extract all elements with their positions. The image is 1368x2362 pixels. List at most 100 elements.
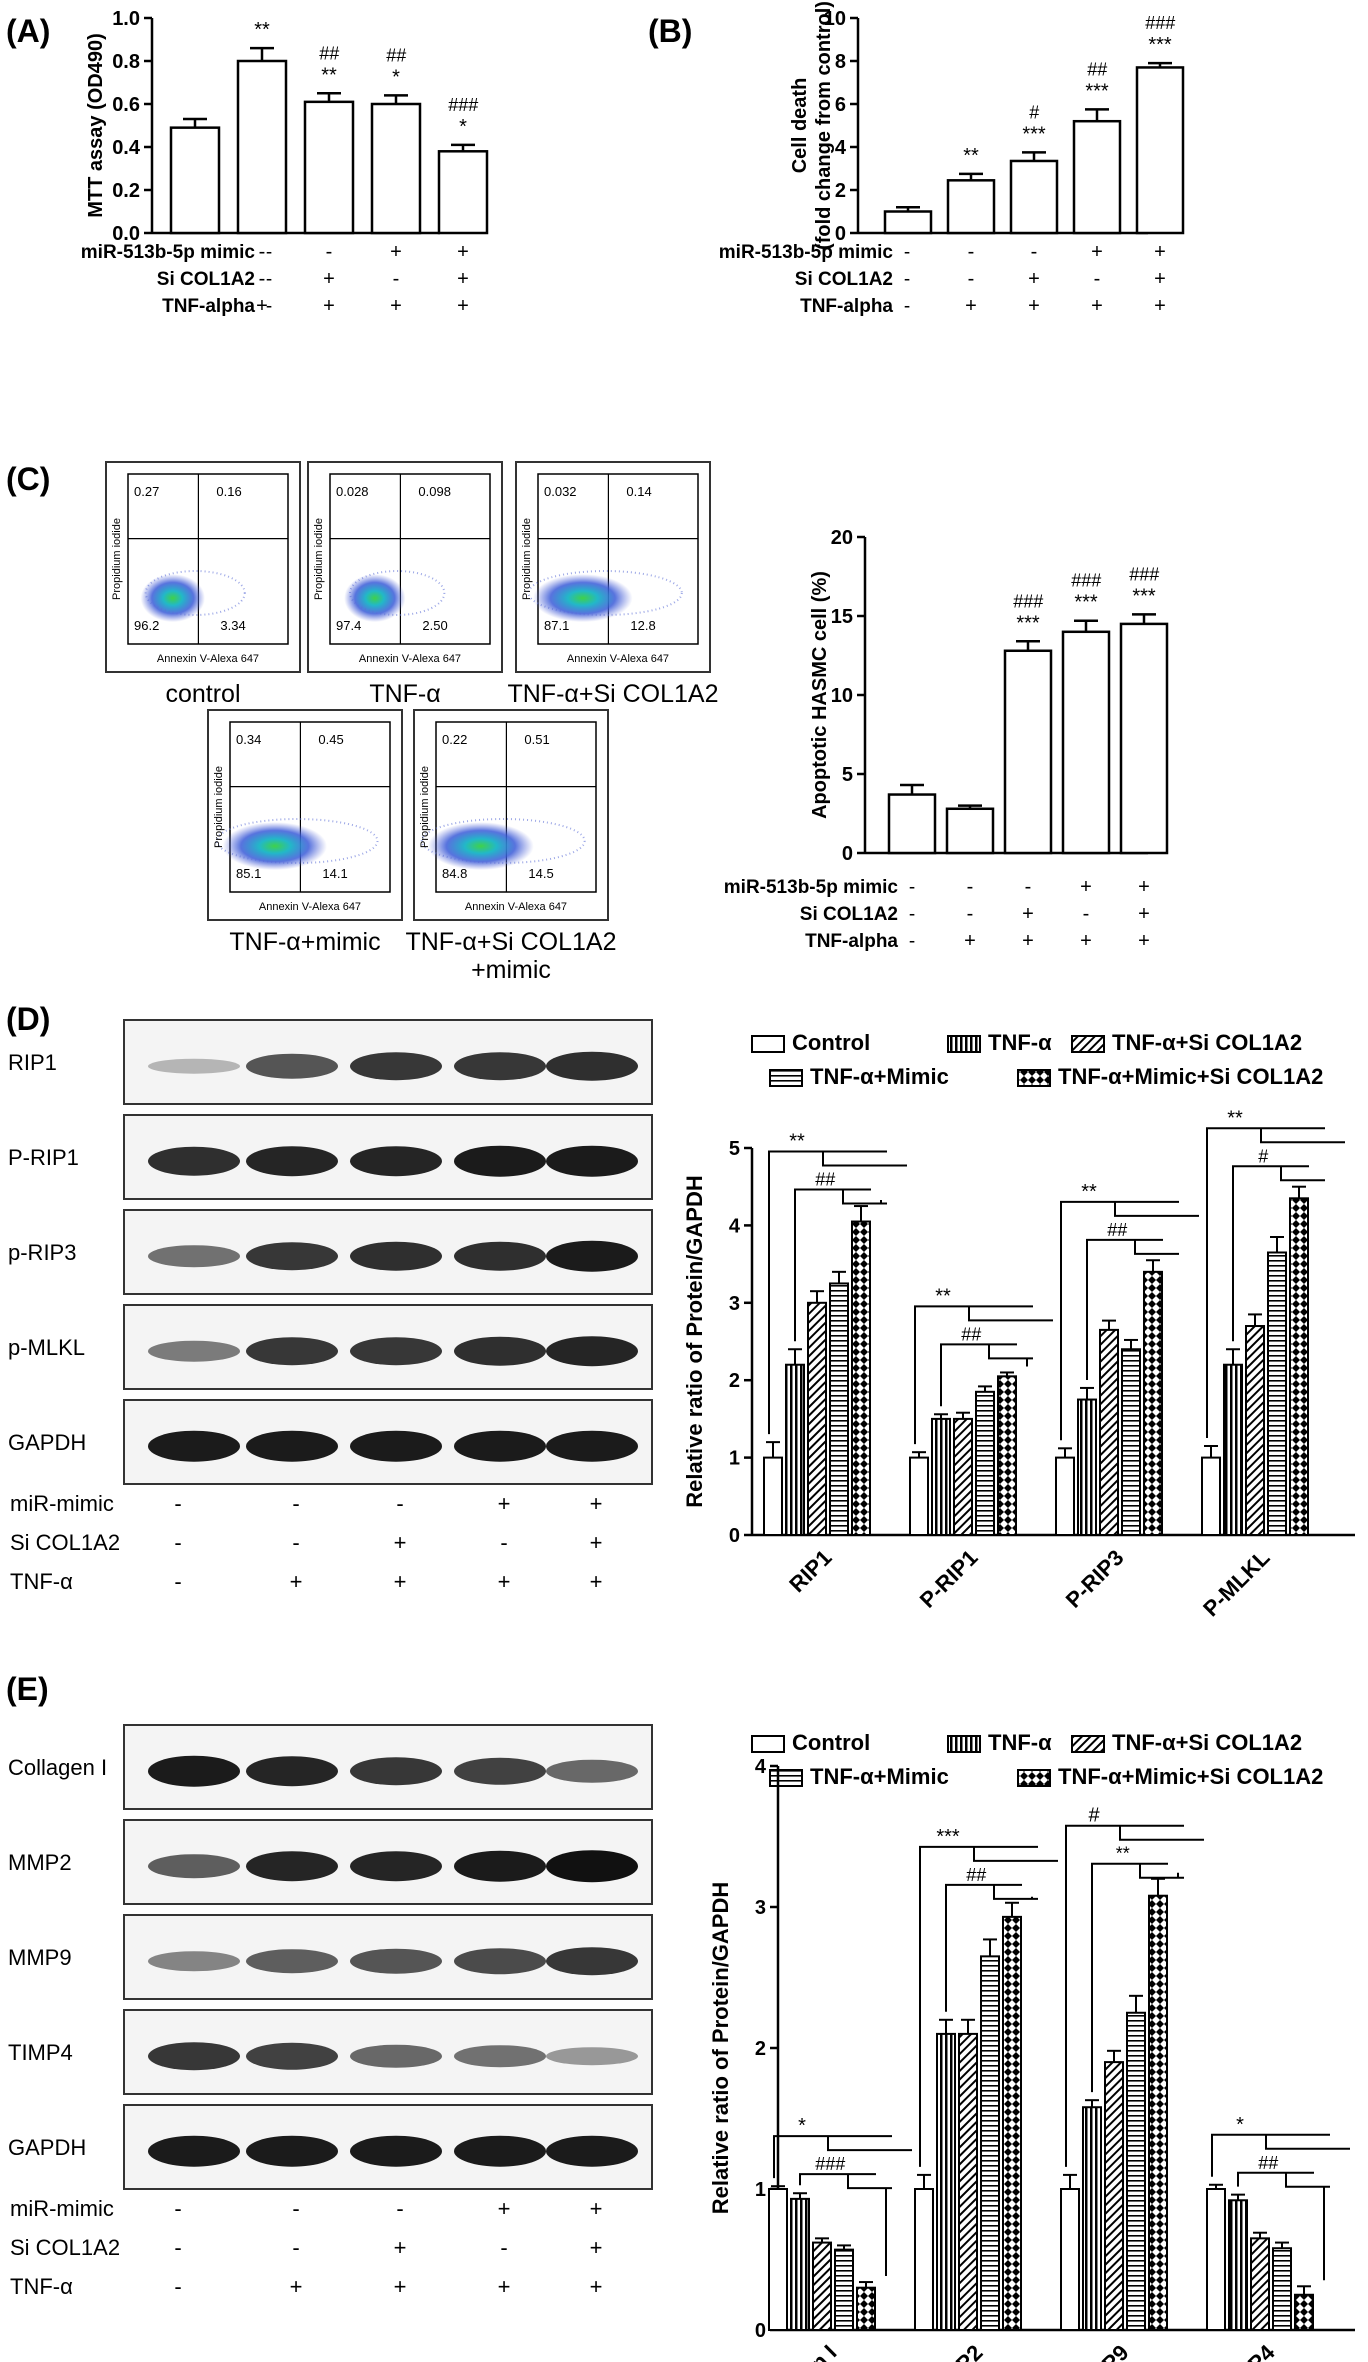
blot-band	[246, 1851, 338, 1882]
bar	[763, 1456, 783, 1536]
flow-cytometry-plots: 0.27 0.16 96.2 3.34 Annexin V-Alexa 647 Propi…	[105, 461, 719, 984]
bar	[807, 1301, 827, 1537]
panel-label-c: (C)	[6, 461, 50, 497]
legend-swatch	[769, 1069, 803, 1087]
quadrant-ur: 0.45	[318, 732, 343, 747]
blot-band	[350, 1948, 442, 1974]
quadrant-lr: 2.50	[422, 618, 447, 633]
y-axis-label: Cell death	[789, 78, 811, 174]
blot-band	[350, 1146, 442, 1177]
treatment-sign: +	[1091, 295, 1103, 317]
treatment-row-label: miR-mimic	[10, 2196, 114, 2221]
blot-band	[454, 1145, 546, 1177]
legend-label: TNF-α+Mimic	[810, 1064, 949, 1089]
bar	[1267, 1251, 1287, 1536]
significance-star: **	[963, 145, 979, 167]
bar	[980, 1955, 1000, 2331]
quadrant-ur: 0.14	[626, 484, 651, 499]
treatment-row-label: miR-513b-5p mimic	[724, 877, 899, 898]
y-tick-label: 0.2	[112, 180, 140, 202]
significance-star: #	[1088, 1805, 1100, 1827]
bar	[887, 793, 937, 855]
significance-star: **	[1081, 1181, 1097, 1203]
flow-axis-y: Propidium iodide	[521, 518, 533, 600]
panel-label-d: (D)	[6, 1001, 50, 1037]
significance-star: *	[392, 66, 400, 88]
treatment-sign: +	[965, 295, 977, 317]
legend-swatch	[1017, 1069, 1051, 1087]
blot-band	[148, 1951, 240, 1972]
blot-band	[546, 1051, 638, 1081]
y-tick-label: 0	[835, 223, 846, 245]
treatment-sign: -	[292, 1491, 299, 1516]
significance-bracket-upper	[773, 2135, 912, 2179]
quadrant-lr: 14.1	[322, 866, 347, 881]
significance-bracket-upper	[1206, 1127, 1345, 1438]
blot-band	[148, 1058, 240, 1074]
event-cloud-halo	[420, 818, 586, 864]
y-tick-label: 0	[842, 843, 853, 865]
blot-band	[148, 1245, 240, 1268]
flow-axis-y: Propidium iodide	[213, 766, 225, 848]
treatment-sign: -	[396, 1491, 403, 1516]
treatment-row-label: Si COL1A2	[10, 2235, 120, 2260]
bar	[1003, 649, 1053, 855]
significance-star: **	[254, 19, 270, 41]
treatment-sign: +	[590, 2235, 603, 2260]
flow-axis-x: Annexin V-Alexa 647	[259, 901, 361, 913]
quadrant-ur: 0.098	[418, 484, 451, 499]
blot-band	[148, 2042, 240, 2071]
blot-band	[546, 1430, 638, 1462]
significance-hash: ###	[1145, 13, 1176, 33]
significance-hash: #	[1029, 102, 1040, 122]
legend-label: Control	[792, 1030, 870, 1055]
y-tick-label: 0	[729, 1525, 740, 1547]
blot-band	[454, 1241, 546, 1271]
y-tick-label: 4	[835, 137, 847, 159]
bar	[1148, 1894, 1168, 2331]
significance-bracket-upper	[914, 1305, 1053, 1445]
treatment-sign: +	[1138, 903, 1150, 925]
bar	[236, 59, 288, 235]
treatment-sign: +	[590, 1569, 603, 1594]
significance-hash: ##	[319, 43, 340, 63]
legend-label: TNF-α+Mimic	[810, 1764, 949, 1789]
y-tick-label: 0	[755, 2320, 766, 2342]
flow-caption: control	[165, 680, 240, 708]
treatment-sign: -	[259, 268, 266, 290]
significance-bracket-lower	[1237, 2171, 1330, 2281]
y-tick-label: 0.0	[112, 223, 140, 245]
quadrant-ur: 0.51	[524, 732, 549, 747]
flow-caption: +mimic	[471, 956, 551, 984]
quadrant-ll: 84.8	[442, 866, 467, 881]
quadrant-ur: 0.16	[216, 484, 241, 499]
significance-star: ***	[1148, 34, 1172, 56]
treatment-sign: +	[290, 1569, 303, 1594]
x-category-label: MMP2	[925, 2340, 988, 2362]
treatment-sign: -	[904, 269, 910, 290]
significance-bracket-lower	[1086, 1238, 1179, 1380]
bar	[1082, 2106, 1102, 2331]
bar	[1055, 1456, 1075, 1536]
significance-bracket-upper	[768, 1150, 907, 1435]
legend-swatch	[751, 1735, 785, 1753]
treatment-row-label: Si COL1A2	[10, 1530, 120, 1555]
treatment-sign: +	[1022, 930, 1034, 952]
significance-hash: ##	[966, 1865, 987, 1885]
treatment-sign: -	[909, 931, 915, 952]
treatment-sign: +	[1080, 876, 1092, 898]
bar	[945, 807, 995, 855]
blot-band	[454, 2045, 546, 2068]
blot-row-label: P-RIP1	[8, 1145, 79, 1170]
panel-label-e: (E)	[6, 1671, 49, 1707]
treatment-sign: -	[968, 268, 975, 290]
significance-bracket-lower	[1091, 1862, 1184, 2093]
significance-bracket-lower	[799, 2173, 892, 2277]
significance-hash: #	[1258, 1146, 1269, 1166]
significance-star: *	[798, 2115, 806, 2137]
significance-hash: ###	[1129, 564, 1160, 584]
bar	[851, 1220, 871, 1537]
treatment-sign: +	[1022, 903, 1034, 925]
y-tick-label: 4	[729, 1215, 741, 1237]
bar	[1119, 622, 1169, 855]
